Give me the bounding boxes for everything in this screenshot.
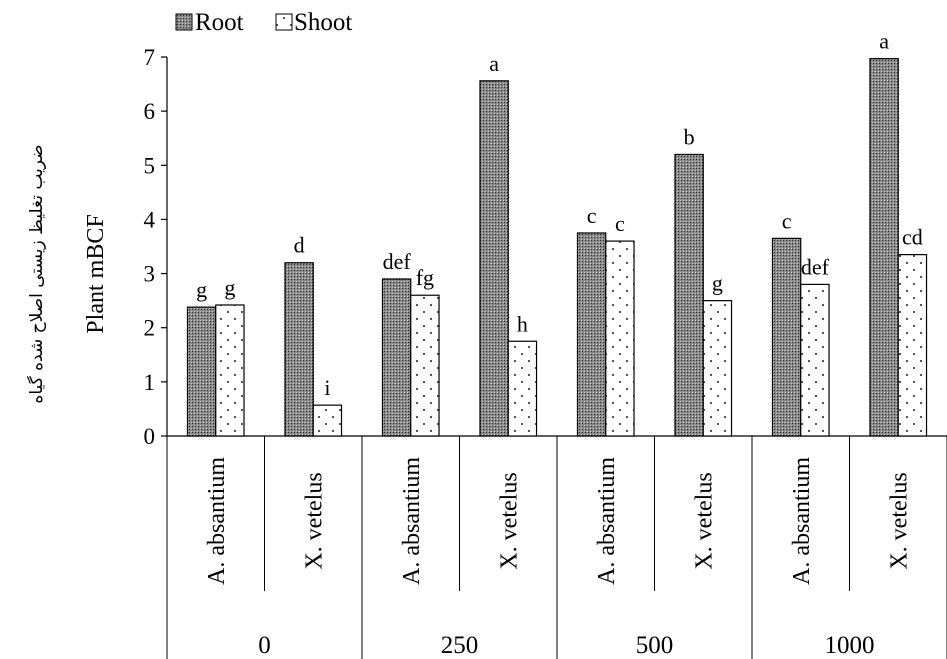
y-axis-title: Plant mBCF	[83, 214, 109, 333]
bar-root	[771, 237, 802, 437]
group-label: 500	[636, 632, 674, 659]
bar-shoot	[897, 254, 928, 437]
group-label: 250	[441, 632, 479, 659]
bar-significance-label: b	[684, 124, 695, 149]
bar-root	[186, 306, 217, 437]
category-label: A. absantium	[594, 457, 620, 585]
bar-root	[479, 80, 509, 437]
category-label: X. vetelus	[496, 472, 522, 569]
bar-significance-label: g	[196, 277, 207, 302]
legend-shoot-swatch	[275, 13, 293, 31]
legend-shoot-label: Shoot	[294, 9, 352, 36]
group-label: 0	[258, 632, 271, 659]
group-label: 1000	[825, 632, 875, 659]
y-tick-label: 0	[144, 424, 156, 449]
bar-significance-label: c	[615, 211, 625, 236]
category-label: X. vetelus	[886, 472, 912, 569]
bar-significance-label: fg	[416, 265, 434, 290]
bars: g d def a c b c a g i fg h c g def cd	[186, 29, 928, 437]
bar-shoot	[702, 300, 733, 437]
bar-significance-label: g	[224, 275, 235, 300]
y-tick-label: 6	[144, 99, 156, 124]
bar-significance-label: c	[587, 203, 597, 228]
y-tick-label: 2	[144, 316, 156, 341]
category-label: X. vetelus	[691, 472, 717, 569]
category-label: A. absantium	[399, 457, 425, 585]
bar-root	[284, 262, 314, 437]
bar-significance-label: i	[324, 375, 330, 400]
bar-significance-label: def	[801, 254, 830, 279]
bar-significance-label: a	[489, 51, 499, 76]
bar-root	[576, 232, 607, 437]
y-tick-label: 1	[144, 370, 156, 395]
category-label: A. absantium	[204, 457, 230, 585]
bar-significance-label: c	[782, 208, 792, 233]
bar-significance-label: g	[712, 271, 723, 296]
y-tick-label: 4	[144, 207, 156, 232]
y-tick-label: 3	[144, 262, 156, 287]
bar-significance-label: h	[517, 311, 528, 336]
bar-shoot	[215, 304, 245, 437]
bar-shoot	[410, 294, 440, 437]
bar-shoot	[800, 283, 830, 437]
bar-root	[381, 278, 412, 437]
bar-root	[674, 153, 704, 437]
bar-shoot	[312, 404, 343, 437]
bar-significance-label: d	[294, 233, 305, 258]
category-label: A. absantium	[789, 457, 815, 585]
y-ticks: 0 1 2 3 4 5 6 7	[144, 45, 167, 449]
y-tick-label: 7	[144, 45, 156, 70]
bar-root	[869, 58, 899, 437]
y-axis-title-persian: ضریب تغلیظ زیستی اصلاح شده گیاه	[26, 144, 47, 403]
bar-significance-label: a	[879, 29, 889, 54]
category-label: X. vetelus	[301, 472, 327, 569]
bar-shoot	[507, 340, 538, 437]
legend-root-swatch	[175, 13, 193, 31]
legend: Root Shoot	[175, 9, 352, 36]
legend-root-label: Root	[195, 9, 244, 36]
x-axis-categories: A. absantium X. vetelus A. absantium X. vet…	[166, 436, 947, 659]
bar-significance-label: def	[383, 249, 412, 274]
bar-significance-label: cd	[902, 225, 923, 250]
bar-shoot	[605, 240, 635, 437]
y-tick-label: 5	[144, 153, 156, 178]
